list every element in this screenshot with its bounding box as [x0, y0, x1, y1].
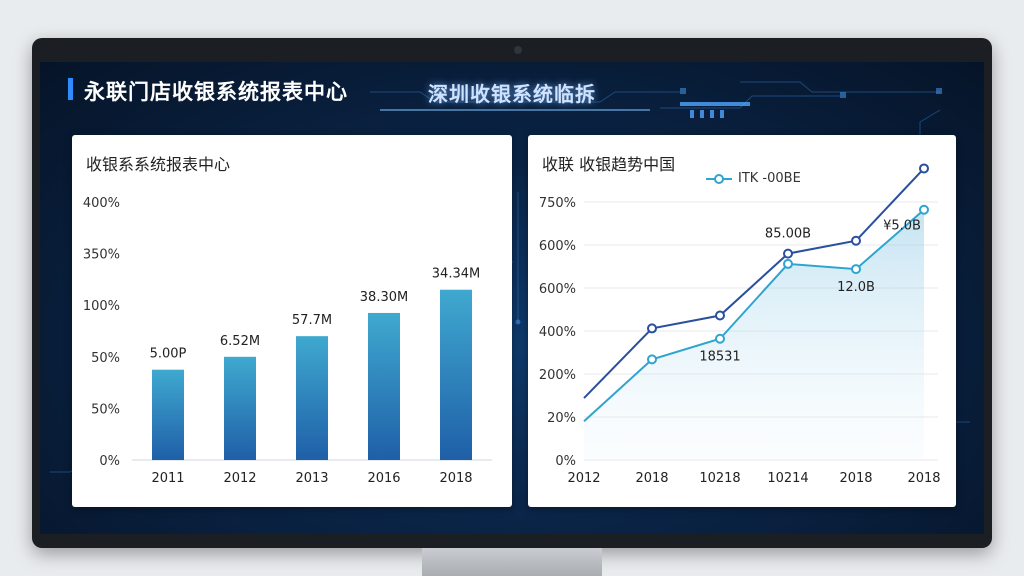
bar — [224, 356, 256, 460]
y-tick-label: 600% — [539, 239, 576, 254]
data-annotation: 85.00B — [765, 227, 811, 242]
y-tick-label: 20% — [547, 411, 576, 426]
bar — [296, 336, 328, 460]
x-tick-label: 2018 — [439, 471, 472, 486]
y-tick-label: 400% — [539, 325, 576, 340]
bar-chart-title: 收银系系统报表中心 — [86, 155, 231, 174]
x-tick-label: 2018 — [839, 471, 872, 486]
bar — [368, 312, 400, 460]
bar-value-label: 38.30M — [360, 290, 408, 305]
y-tick-label: 750% — [539, 196, 576, 211]
data-point — [783, 258, 793, 269]
y-tick-label: 350% — [83, 248, 120, 263]
data-point — [715, 310, 725, 321]
data-point — [919, 204, 929, 215]
data-point — [715, 333, 725, 344]
bar-value-label: 57.7M — [292, 313, 332, 328]
x-tick-label: 2018 — [907, 471, 940, 486]
y-tick-label: 0% — [99, 454, 120, 469]
y-tick-label: 200% — [539, 368, 576, 383]
bar-chart-panel: 收银系系统报表中心 400% 350% 100% 50% 50% 0% 5.00P 2011 6… — [72, 135, 512, 507]
line-chart: 750% 600% 600% 400% 200% 20% 0% 2012 2018 10218 10… — [539, 163, 941, 486]
series-line — [583, 167, 925, 399]
data-point — [647, 354, 657, 365]
x-tick-label: 2013 — [295, 471, 328, 486]
area-fill — [584, 209, 924, 460]
header-accent-bar — [68, 78, 73, 100]
x-tick-label: 10218 — [699, 471, 740, 486]
x-tick-label: 2018 — [635, 471, 668, 486]
legend-label: ITK -00BE — [738, 171, 801, 186]
x-tick-label: 2012 — [567, 471, 600, 486]
data-annotation: ¥5.0B — [883, 219, 921, 234]
line-chart-panel: 收联 收银趋势中国 ITK -00BE 750% 600% 600% 400% 200%… — [528, 135, 956, 507]
y-tick-label: 400% — [83, 196, 120, 211]
bar-chart: 400% 350% 100% 50% 50% 0% 5.00P 2011 6.52M 2012 57… — [83, 196, 492, 486]
line-chart-title: 收联 收银趋势中国 — [542, 155, 676, 174]
y-tick-label: 0% — [555, 454, 576, 469]
data-annotation: 18531 — [699, 350, 740, 365]
y-tick-label: 50% — [91, 351, 120, 366]
bar-value-label: 5.00P — [150, 347, 187, 362]
x-tick-label: 2011 — [151, 471, 184, 486]
series-line — [583, 208, 925, 423]
x-tick-label: 2012 — [223, 471, 256, 486]
x-tick-label: 10214 — [767, 471, 808, 486]
data-point — [783, 248, 793, 259]
page-title: 永联门店收银系统报表中心 — [84, 80, 348, 104]
bar-value-label: 34.34M — [432, 267, 480, 282]
data-point — [647, 323, 657, 334]
data-annotation: 12.0B — [837, 280, 875, 295]
data-point — [851, 264, 861, 275]
monitor-stand — [422, 548, 602, 576]
x-tick-label: 2016 — [367, 471, 400, 486]
header-center-title: 深圳收银系统临拆 — [428, 82, 596, 106]
data-point — [919, 163, 929, 174]
y-tick-label: 100% — [83, 299, 120, 314]
y-tick-label: 600% — [539, 282, 576, 297]
camera-icon — [514, 46, 522, 54]
data-point — [851, 235, 861, 246]
bar — [152, 369, 184, 460]
legend-line-icon — [706, 173, 732, 184]
dashboard-screen: 永联门店收银系统报表中心 深圳收银系统临拆 收银系系统报表中心 400% 350%… — [40, 62, 984, 534]
line-chart-legend: ITK -00BE — [706, 171, 801, 186]
y-tick-label: 50% — [91, 402, 120, 417]
bar — [440, 289, 472, 460]
bar-value-label: 6.52M — [220, 334, 260, 349]
